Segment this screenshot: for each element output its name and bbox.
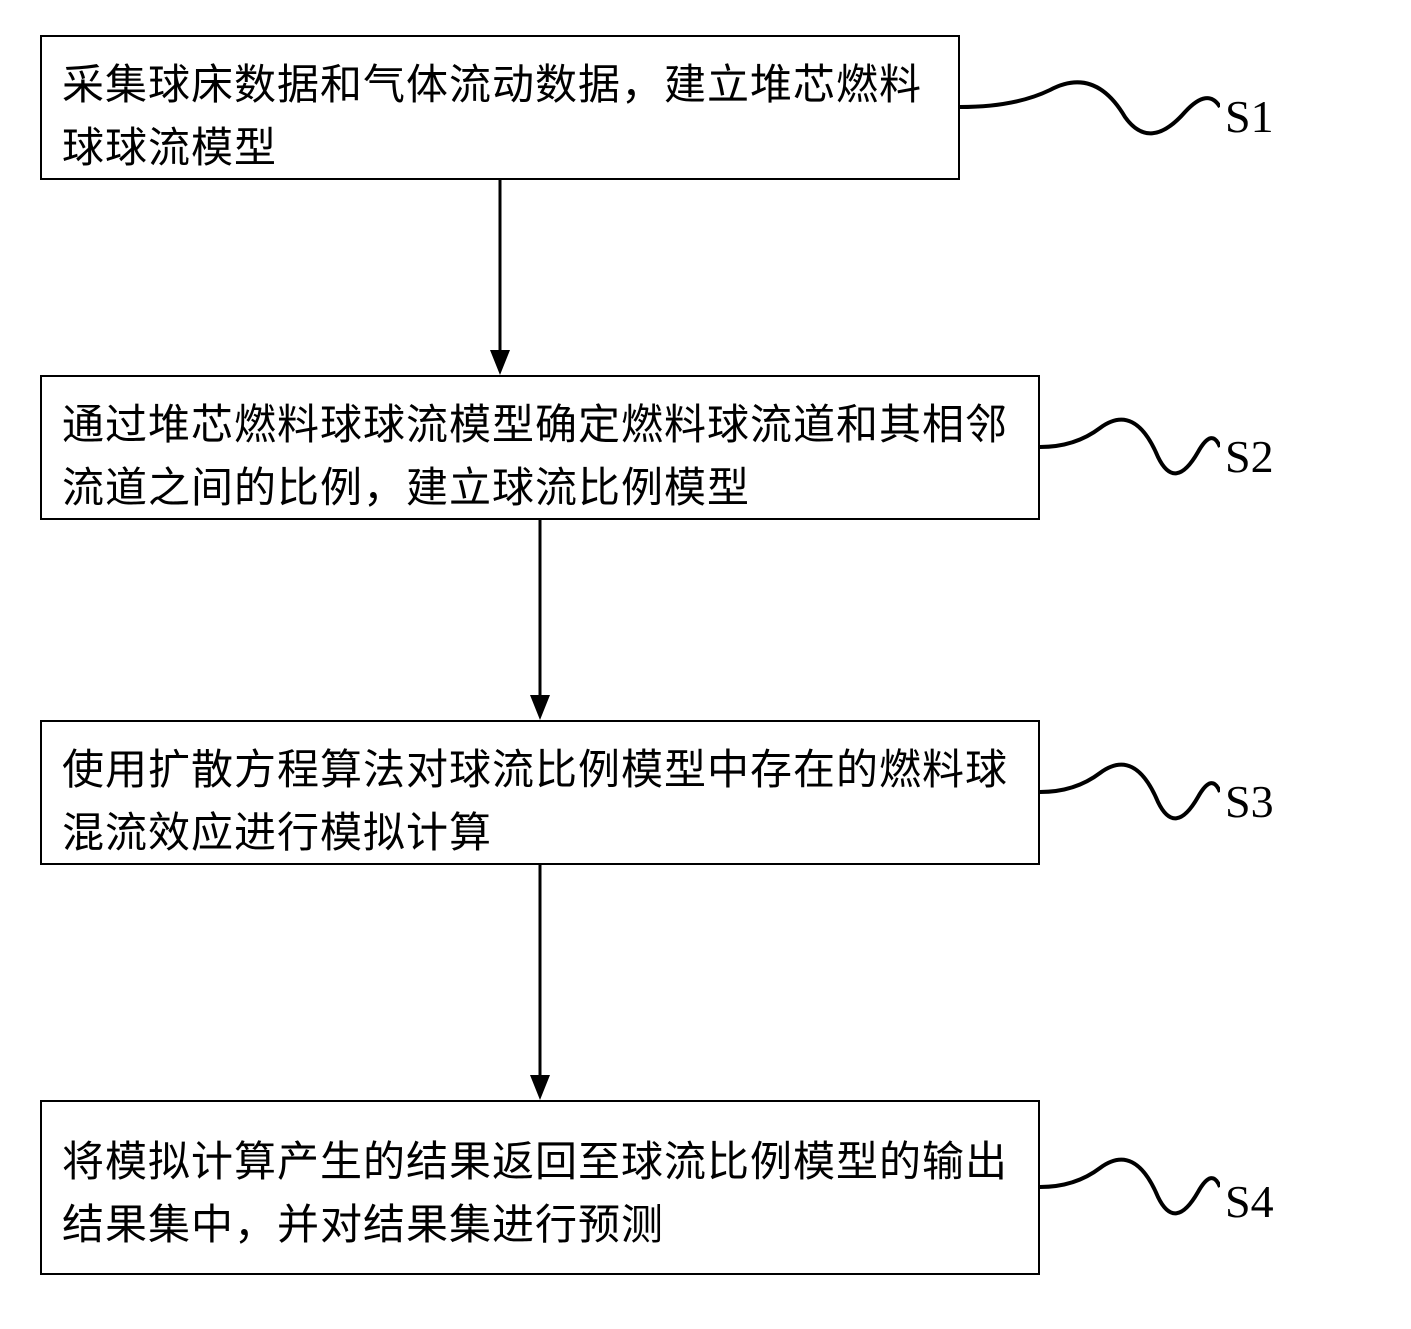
arrow-s3-s4 (528, 865, 552, 1100)
arrow-s1-s2 (488, 180, 512, 375)
step-text-s2: 通过堆芯燃料球球流模型确定燃料球流道和其相邻流道之间的比例，建立球流比例模型 (62, 395, 1018, 521)
squiggle-connector-s1 (960, 72, 1220, 152)
squiggle-connector-s3 (1040, 757, 1220, 837)
step-text-s3: 使用扩散方程算法对球流比例模型中存在的燃料球混流效应进行模拟计算 (62, 740, 1018, 866)
step-label-s2: S2 (1225, 430, 1274, 483)
step-label-s4: S4 (1225, 1175, 1274, 1228)
arrow-s2-s3 (528, 520, 552, 720)
flowchart-container: 采集球床数据和气体流动数据，建立堆芯燃料球球流模型 S1 通过堆芯燃料球球流模型… (0, 0, 1411, 35)
step-box-s2: 通过堆芯燃料球球流模型确定燃料球流道和其相邻流道之间的比例，建立球流比例模型 (40, 375, 1040, 520)
step-text-s1: 采集球床数据和气体流动数据，建立堆芯燃料球球流模型 (62, 55, 938, 181)
squiggle-connector-s4 (1040, 1152, 1220, 1232)
step-box-s3: 使用扩散方程算法对球流比例模型中存在的燃料球混流效应进行模拟计算 (40, 720, 1040, 865)
step-box-s1: 采集球床数据和气体流动数据，建立堆芯燃料球球流模型 (40, 35, 960, 180)
squiggle-connector-s2 (1040, 412, 1220, 492)
step-box-s4: 将模拟计算产生的结果返回至球流比例模型的输出结果集中，并对结果集进行预测 (40, 1100, 1040, 1275)
step-text-s4: 将模拟计算产生的结果返回至球流比例模型的输出结果集中，并对结果集进行预测 (62, 1132, 1018, 1258)
step-label-s1: S1 (1225, 90, 1274, 143)
step-label-s3: S3 (1225, 775, 1274, 828)
